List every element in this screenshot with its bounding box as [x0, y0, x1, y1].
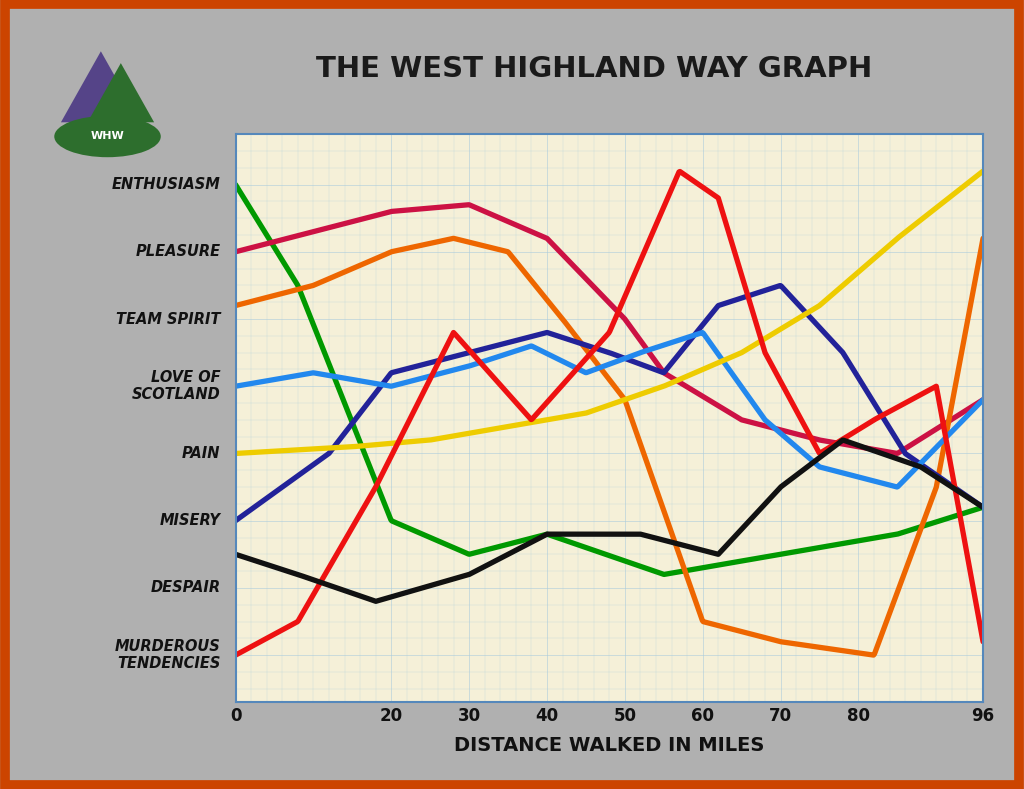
Polygon shape: [88, 63, 155, 122]
X-axis label: DISTANCE WALKED IN MILES: DISTANCE WALKED IN MILES: [454, 736, 765, 755]
Text: TEAM SPIRIT: TEAM SPIRIT: [116, 312, 220, 327]
Text: MISERY: MISERY: [160, 513, 220, 528]
Polygon shape: [61, 51, 141, 122]
Text: WHW: WHW: [91, 132, 124, 141]
Text: PAIN: PAIN: [182, 446, 220, 461]
Text: DESPAIR: DESPAIR: [151, 581, 220, 596]
Ellipse shape: [54, 116, 161, 157]
Text: LOVE OF
SCOTLAND: LOVE OF SCOTLAND: [132, 370, 220, 402]
Text: THE WEST HIGHLAND WAY GRAPH: THE WEST HIGHLAND WAY GRAPH: [315, 55, 872, 83]
Text: PLEASURE: PLEASURE: [135, 245, 220, 260]
Text: ENTHUSIASM: ENTHUSIASM: [112, 177, 220, 192]
Text: MURDEROUS
TENDENCIES: MURDEROUS TENDENCIES: [115, 639, 220, 671]
